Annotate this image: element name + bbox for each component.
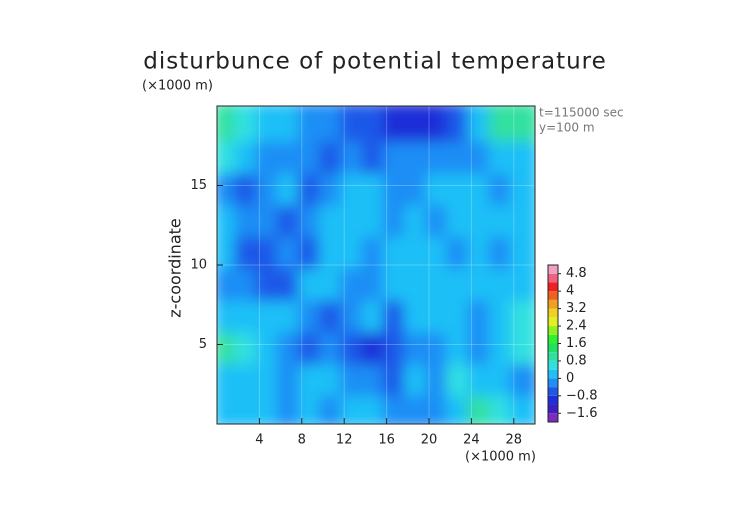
colorbar-segment [548,291,558,300]
colorbar-segment [548,265,558,274]
colorbar-tick-label: 0 [566,371,574,386]
colorbar-segment [548,282,558,292]
colorbar-segment [548,413,558,422]
annotation: t=115000 sec [539,106,624,120]
y-tick-label: 10 [190,258,207,273]
chart-title: disturbunce of potential temperature [143,49,607,75]
colorbar-segment [548,395,558,405]
colorbar-segment [548,317,558,327]
y-tick-label: 5 [199,337,207,352]
y-tick-label: 15 [190,178,207,193]
colorbar-tick-label: 4.8 [566,266,587,281]
x-tick-label: 24 [463,433,480,448]
colorbar-segment [548,343,558,353]
x-tick-label: 4 [255,433,263,448]
colorbar-tick-label: 4 [566,284,574,299]
x-tick-label: 12 [336,433,353,448]
colorbar-segment [548,299,558,309]
colorbar-segment [548,387,558,396]
x-tick-label: 28 [506,433,523,448]
field-cell [509,106,535,142]
colorbar-segment [548,352,558,361]
colorbar-segment [548,334,558,344]
colorbar-tick-label: 3.2 [566,301,587,316]
colorbar-segment [548,378,558,388]
colorbar-tick-label: −1.6 [566,406,598,421]
colorbar-tick-label: −0.8 [566,388,598,403]
colorbar-segment [548,326,558,335]
axes: 4 8 12 16 20 24 28 5 10 15 −1.6 −0.8 0 0.8 1.6 2.4 3.2 4 4… [190,105,598,448]
annotation: y=100 m [539,121,595,135]
colorbar-segment [548,308,558,318]
colorbar-segment [548,369,558,379]
colorbar-tick-label: 0.8 [566,353,587,368]
colorbar-tick-label: 1.6 [566,336,587,351]
y-axis-label: z-coordinate [166,218,185,318]
x-tick-label: 16 [378,433,395,448]
colorbar-segment [548,360,558,370]
field-cells [217,106,535,424]
colorbar-segment [548,273,558,283]
field [217,106,535,424]
x-unit: (×1000 m) [465,450,536,465]
x-tick-label: 20 [421,433,438,448]
colorbar-tick-label: 2.4 [566,319,587,334]
colorbar-segment [548,404,558,414]
x-tick-label: 8 [298,433,306,448]
y-unit: (×1000 m) [142,79,213,94]
plot-frame [216,105,536,425]
